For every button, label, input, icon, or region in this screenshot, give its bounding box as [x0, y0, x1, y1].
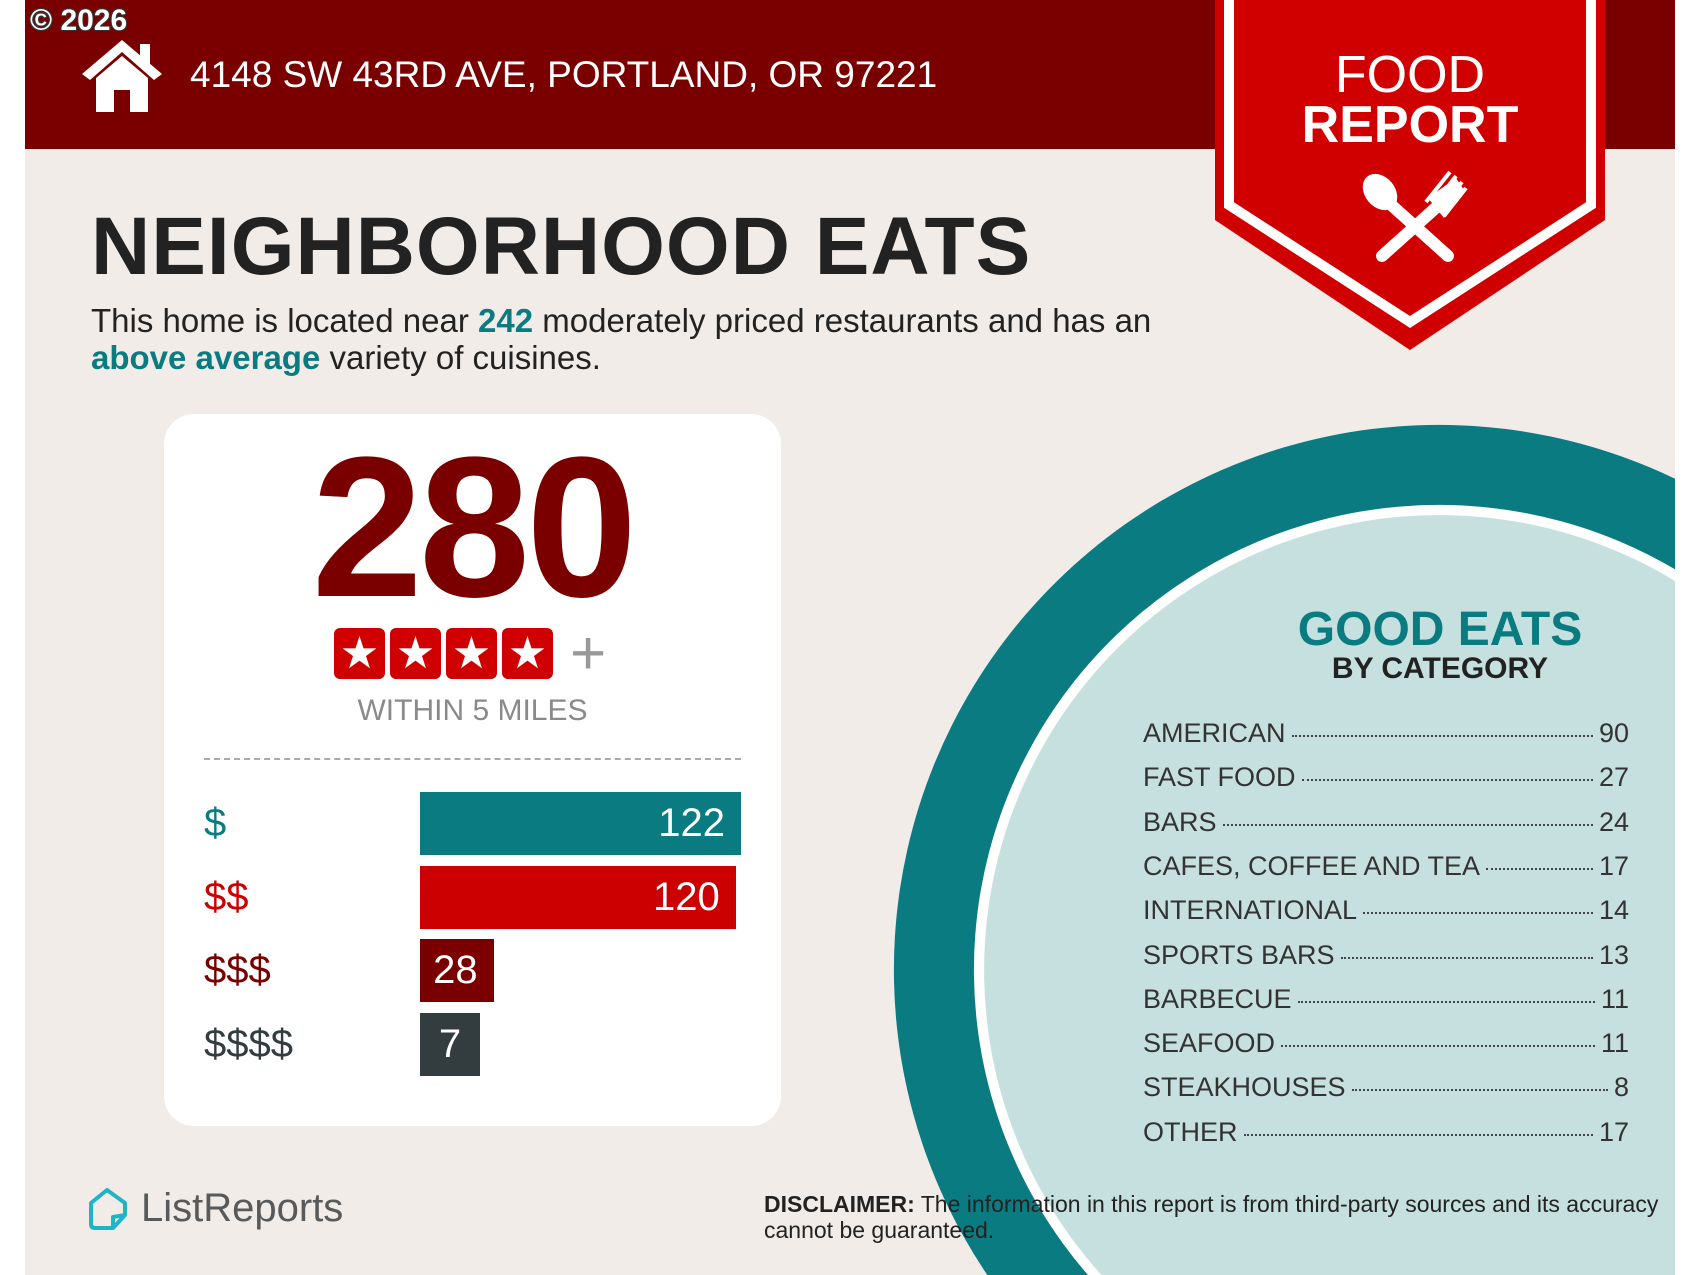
price-level-label: $$: [204, 875, 249, 919]
food-report-page: © 2026 4148 SW 43RD AVE, PORTLAND, OR 97…: [25, 0, 1675, 1275]
category-name: SPORTS BARS: [1143, 939, 1335, 970]
category-row: AMERICAN 90: [1143, 718, 1629, 758]
leader-dots: [1243, 1133, 1593, 1136]
page-title: NEIGHBORHOOD EATS: [91, 201, 1032, 292]
plus-icon: +: [570, 619, 607, 688]
category-circle: [893, 424, 1675, 1275]
leader-dots: [1351, 1089, 1608, 1092]
property-address: 4148 SW 43RD AVE, PORTLAND, OR 97221: [190, 54, 938, 95]
copyright: © 2026: [30, 4, 128, 37]
category-count: 27: [1598, 762, 1629, 793]
spoon-fork-icon: [1362, 170, 1468, 262]
listreports-logo-icon: [89, 1187, 127, 1230]
leader-dots: [1297, 1000, 1595, 1003]
category-row: INTERNATIONAL 14: [1143, 895, 1629, 935]
star-icon: ★: [502, 628, 553, 679]
circle-inner-fill: [984, 515, 1675, 1275]
categories-title: GOOD EATS: [1297, 603, 1583, 656]
price-level-bar: 7: [420, 1013, 480, 1076]
price-level-bar: 122: [420, 792, 741, 855]
restaurant-summary-card: [164, 414, 781, 1126]
price-level-label: $: [204, 801, 227, 845]
category-row: SEAFOOD 11: [1143, 1028, 1629, 1068]
category-row: FAST FOOD 27: [1143, 762, 1629, 802]
category-count: 90: [1598, 718, 1629, 748]
category-row: BARBECUE 11: [1143, 984, 1629, 1024]
leader-dots: [1340, 956, 1593, 959]
category-count: 17: [1598, 1116, 1629, 1147]
house-icon: [82, 40, 162, 112]
restaurant-count: 242: [478, 302, 534, 339]
listreports-logo: ListReports: [87, 1186, 343, 1231]
category-count: 11: [1600, 1028, 1629, 1059]
category-count: 17: [1598, 850, 1629, 881]
total-restaurants: 280: [311, 416, 638, 639]
divider: [204, 758, 741, 760]
category-name: CAFES, COFFEE AND TEA: [1143, 850, 1481, 881]
leader-dots: [1222, 823, 1593, 826]
variety-rating: above average: [91, 339, 321, 376]
category-name: OTHER: [1143, 1116, 1238, 1147]
disclaimer-text: The information in this report is from t…: [764, 1191, 1659, 1243]
price-level-label: $$$$: [204, 1022, 293, 1066]
summary-part: moderately priced restaurants and has an: [533, 302, 1152, 339]
category-name: INTERNATIONAL: [1143, 895, 1358, 926]
leader-dots: [1291, 735, 1593, 737]
category-name: SEAFOOD: [1143, 1028, 1276, 1059]
category-name: FAST FOOD: [1143, 762, 1296, 793]
category-name: BARBECUE: [1143, 983, 1292, 1014]
category-count: 24: [1598, 806, 1629, 837]
category-name: AMERICAN: [1143, 718, 1286, 748]
disclaimer-label: DISCLAIMER:: [764, 1191, 915, 1217]
category-row: SPORTS BARS 13: [1143, 940, 1629, 980]
category-count: 11: [1600, 983, 1629, 1014]
star-icon: ★: [446, 628, 497, 679]
leader-dots: [1281, 1045, 1595, 1048]
leader-dots: [1301, 779, 1593, 782]
disclaimer: DISCLAIMER: The information in this repo…: [764, 1191, 1664, 1243]
leader-dots: [1363, 912, 1593, 915]
food-report-badge: [1215, 0, 1605, 350]
category-row: BARS 24: [1143, 807, 1629, 847]
category-row: OTHER 17: [1143, 1117, 1629, 1157]
badge-title: FOOD REPORT: [1215, 46, 1605, 154]
category-row: STEAKHOUSES 8: [1143, 1072, 1629, 1112]
category-count: 8: [1613, 1072, 1629, 1103]
category-row: CAFES, COFFEE AND TEA 17: [1143, 851, 1629, 891]
price-level-label: $$$: [204, 948, 271, 992]
star-icon: ★: [390, 628, 441, 679]
badge-line-1: FOOD: [1334, 46, 1486, 104]
badge-line-2: REPORT: [1301, 96, 1519, 154]
category-count: 13: [1598, 939, 1629, 970]
summary-part: variety of cuisines.: [320, 339, 601, 376]
summary-text: This home is located near 242 moderately…: [91, 302, 1241, 376]
price-level-bar: 28: [420, 939, 494, 1002]
star-icon: ★: [334, 628, 385, 679]
summary-part: This home is located near: [91, 302, 479, 339]
price-level-bar: 120: [420, 866, 736, 929]
category-name: STEAKHOUSES: [1143, 1072, 1346, 1103]
categories-subtitle: BY CATEGORY: [1331, 652, 1549, 685]
category-count: 14: [1598, 895, 1629, 926]
radius-label: WITHIN 5 MILES: [357, 694, 588, 727]
star-rating: ★ ★ ★ ★ +: [334, 619, 607, 688]
leader-dots: [1486, 867, 1593, 870]
listreports-logo-text: ListReports: [141, 1186, 344, 1230]
category-name: BARS: [1143, 806, 1217, 837]
